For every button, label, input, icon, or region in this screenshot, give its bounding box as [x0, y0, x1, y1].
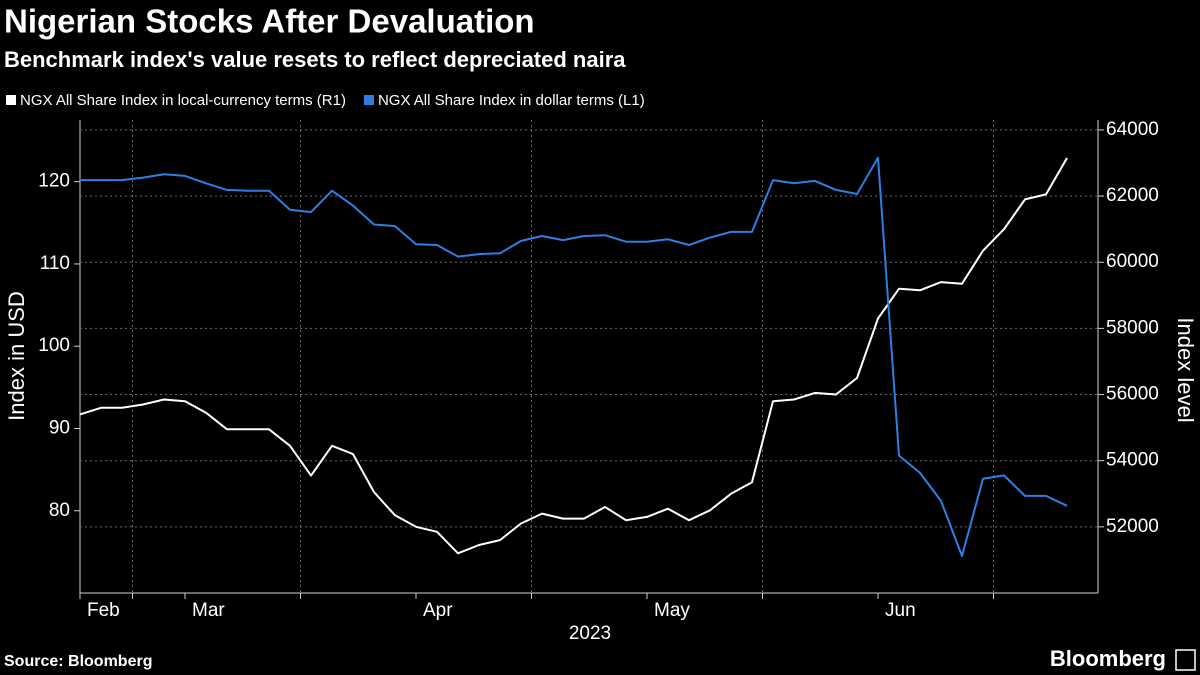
y2-tick-label: 58000: [1106, 317, 1159, 338]
y-tick-label: 120: [38, 171, 70, 192]
y2-tick-label: 54000: [1106, 450, 1159, 471]
y-tick-label: 80: [49, 500, 70, 521]
x-tick-label: May: [654, 600, 690, 621]
brand-icon: [1175, 649, 1196, 671]
y2-axis-label: Index level: [1173, 317, 1198, 422]
y2-tick-label: 60000: [1106, 251, 1159, 272]
legend-swatch: [363, 95, 374, 105]
x-tick-label: Jun: [885, 600, 916, 621]
y-axis-label: Index in USD: [4, 291, 29, 421]
y2-tick-label: 52000: [1106, 516, 1159, 537]
legend-swatch: [6, 95, 16, 105]
legend-label: NGX All Share Index in local-currency te…: [20, 92, 346, 109]
x-tick-label: Apr: [423, 600, 453, 621]
y2-tick-label: 56000: [1106, 384, 1159, 405]
legend-label: NGX All Share Index in dollar terms (L1): [378, 92, 645, 109]
x-tick-label: Feb: [87, 600, 120, 621]
y-tick-label: 100: [38, 335, 70, 356]
source: Source: Bloomberg: [4, 653, 152, 670]
chart-subtitle: Benchmark index's value resets to reflec…: [4, 47, 626, 72]
y-tick-label: 110: [40, 253, 70, 274]
line-series: [79, 157, 1068, 555]
y2-tick-label: 64000: [1106, 119, 1159, 140]
brand-logo: Bloomberg: [1050, 646, 1166, 671]
y2-tick-label: 62000: [1106, 185, 1159, 206]
chart-title: Nigerian Stocks After Devaluation: [4, 3, 535, 40]
x-axis-label: 2023: [569, 623, 611, 644]
x-tick-label: Mar: [192, 600, 225, 621]
line-series: [80, 156, 1068, 557]
y-tick-label: 90: [49, 417, 70, 438]
